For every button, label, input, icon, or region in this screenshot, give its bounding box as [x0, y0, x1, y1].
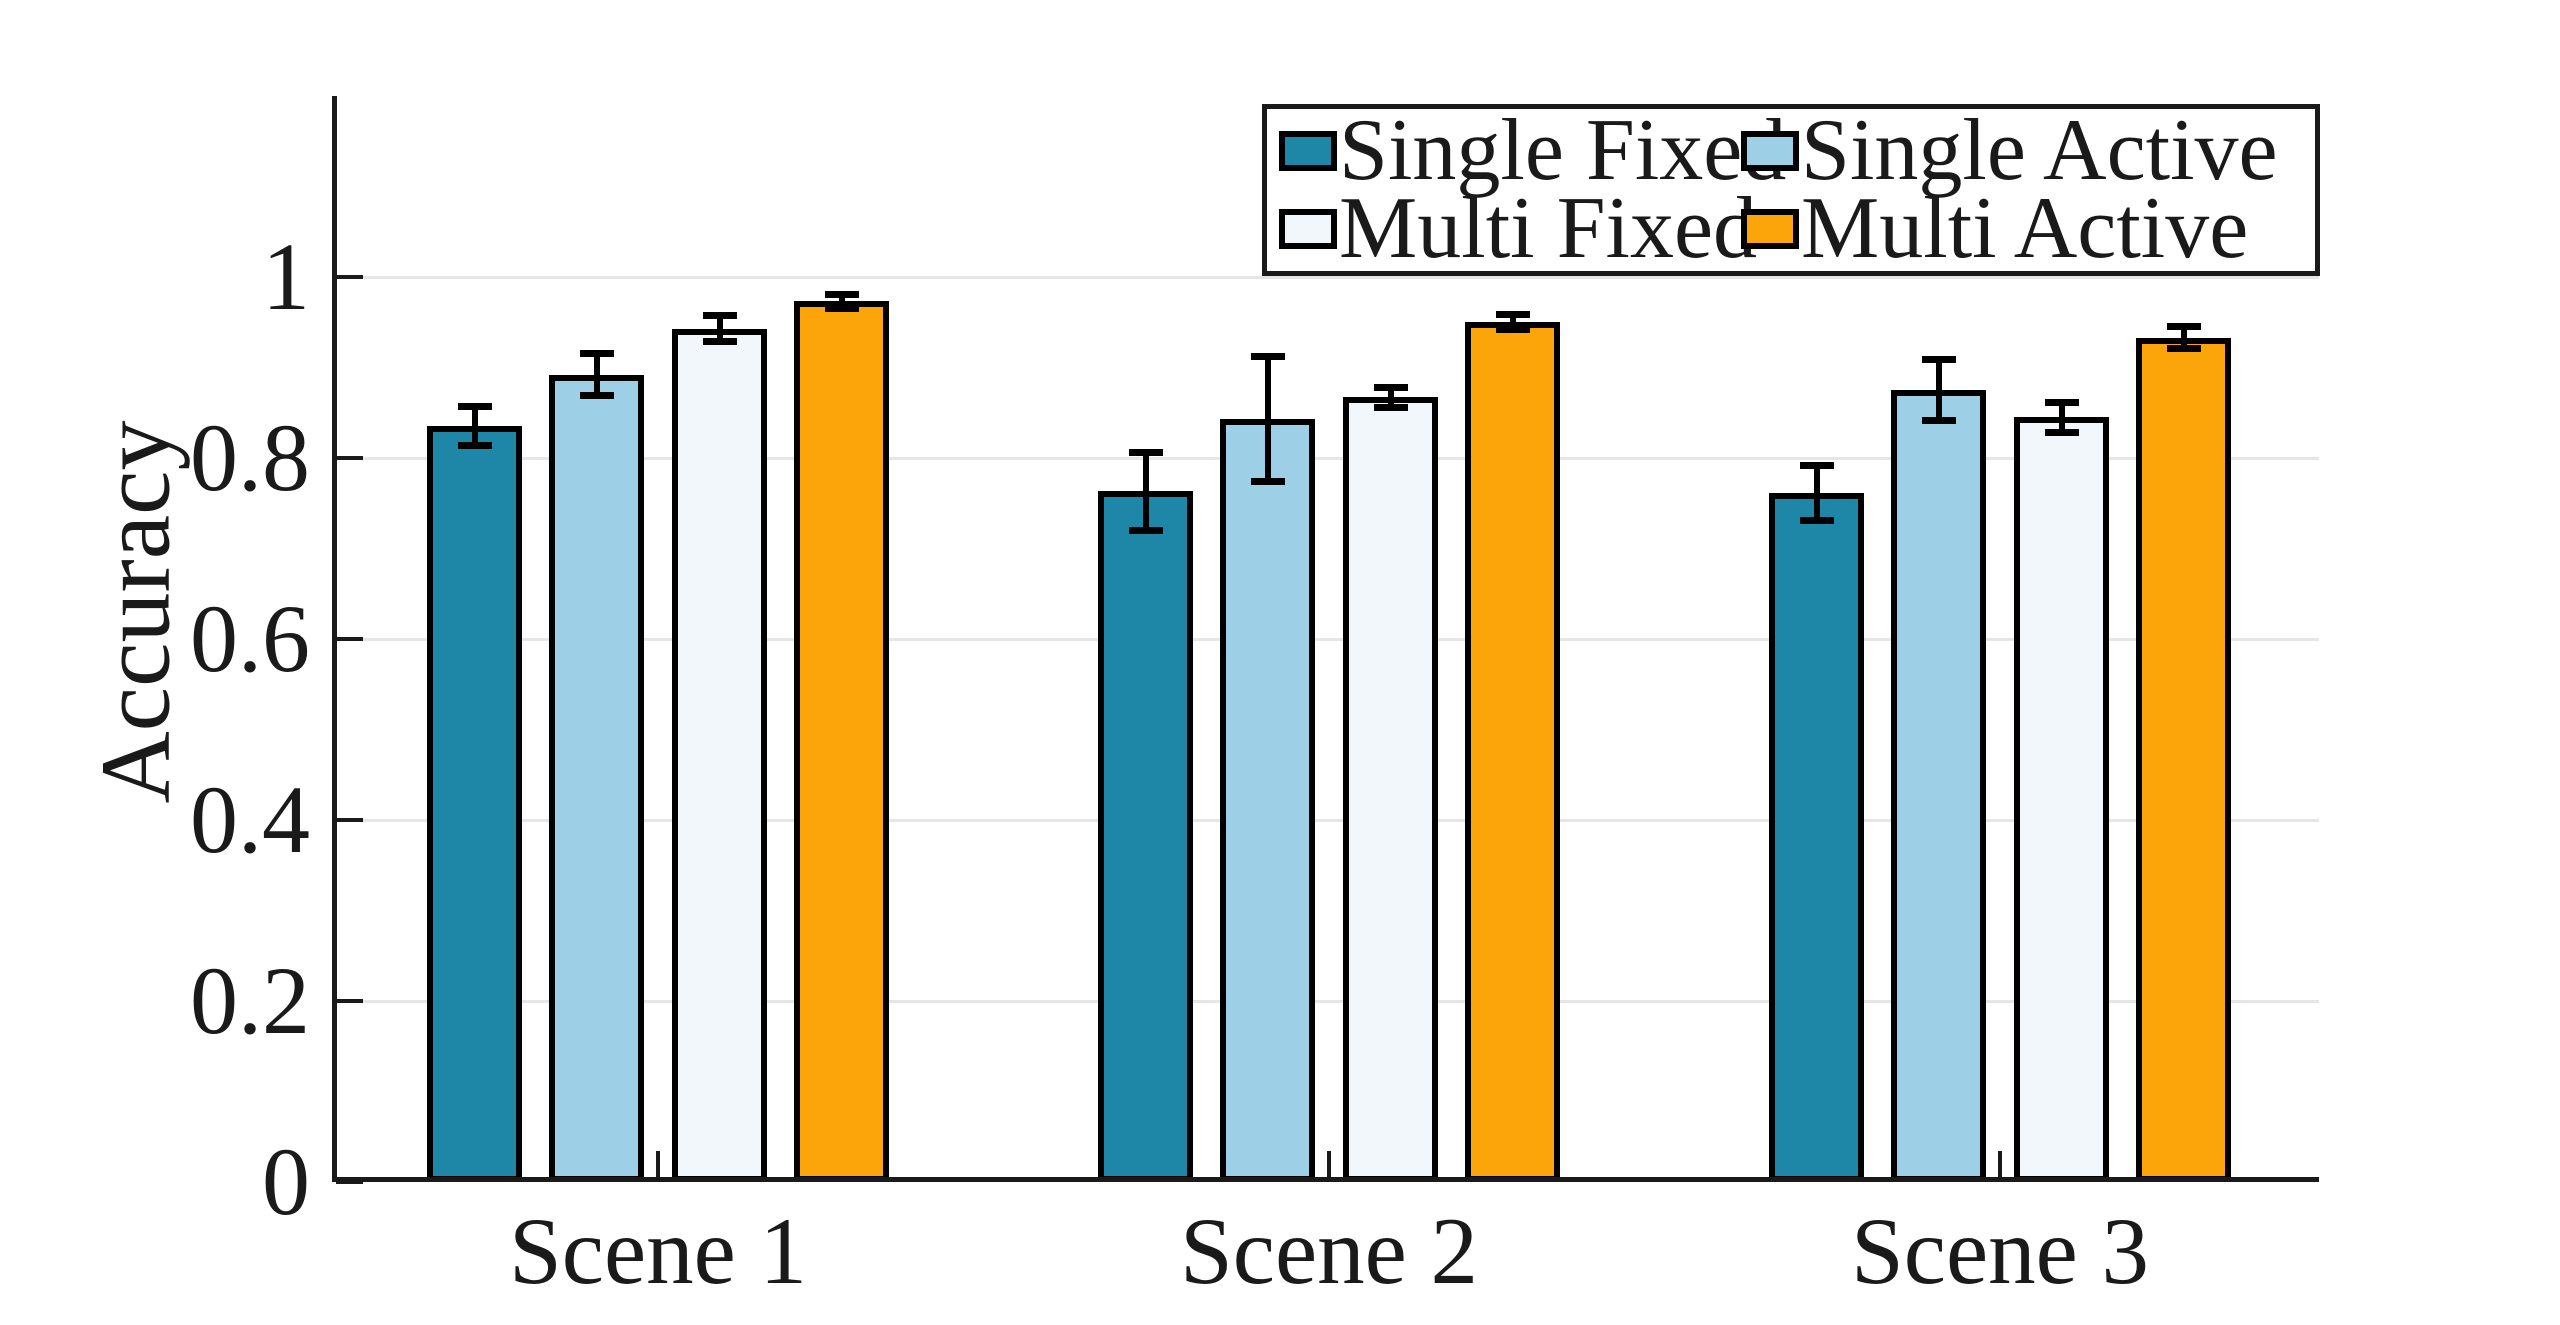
bar-single-active-scene-3 — [1891, 390, 1986, 1182]
error-bar-cap-top — [1373, 383, 1408, 391]
error-bar-multi-active-scene-3 — [2180, 325, 2187, 350]
error-bar-cap-bottom — [579, 392, 614, 400]
legend-swatch-single-active — [1741, 131, 1799, 171]
y-tick-label: 0 — [262, 1128, 310, 1235]
error-bar-single-fixed-scene-2 — [1142, 451, 1149, 532]
error-bar-cap-top — [579, 350, 614, 358]
error-bar-cap-bottom — [2166, 345, 2201, 353]
error-bar-single-active-scene-3 — [1935, 359, 1942, 421]
x-tick-label-scene-3: Scene 3 — [1850, 1198, 2150, 1304]
legend-item-multi-fixed: Multi Fixed — [1279, 185, 1757, 273]
error-bar-cap-top — [457, 403, 492, 411]
error-bar-cap-bottom — [1250, 478, 1285, 486]
y-tick-label: 1 — [262, 223, 310, 330]
y-axis-spine — [332, 96, 337, 1182]
y-tick-mark — [336, 818, 363, 822]
error-bar-cap-bottom — [1921, 416, 1956, 424]
legend-swatch-multi-fixed — [1279, 209, 1337, 249]
error-bar-multi-fixed-scene-1 — [716, 315, 723, 343]
legend-label: Multi Active — [1801, 180, 2249, 277]
y-tick-label: 0.2 — [190, 947, 310, 1054]
error-bar-cap-bottom — [1128, 527, 1163, 535]
x-tick-mark — [1327, 1151, 1331, 1178]
legend-swatch-single-fixed — [1279, 131, 1337, 171]
error-bar-cap-top — [1128, 448, 1163, 456]
error-bar-cap-bottom — [824, 304, 859, 312]
legend-item-single-active: Single Active — [1741, 107, 2315, 195]
y-tick-label: 0.8 — [190, 404, 310, 511]
legend-label: Single Active — [1801, 102, 2278, 199]
y-tick-label: 0.4 — [190, 766, 310, 873]
error-bar-single-fixed-scene-1 — [471, 406, 478, 447]
y-tick-mark — [336, 456, 363, 460]
error-bar-multi-fixed-scene-3 — [2058, 401, 2065, 433]
bar-multi-active-scene-3 — [2136, 337, 2231, 1182]
error-bar-multi-active-scene-1 — [838, 294, 845, 309]
bar-single-fixed-scene-3 — [1769, 493, 1864, 1182]
legend-label: Multi Fixed — [1339, 180, 1758, 277]
error-bar-multi-active-scene-2 — [1509, 314, 1516, 331]
bar-single-fixed-scene-2 — [1098, 491, 1193, 1182]
legend-item-multi-active: Multi Active — [1741, 185, 2315, 273]
error-bar-cap-top — [702, 312, 737, 319]
x-tick-labels: Scene 1 Scene 2 Scene 3 — [332, 1196, 2319, 1316]
gridline — [332, 818, 2319, 822]
error-bar-single-fixed-scene-3 — [1813, 465, 1820, 522]
error-bar-cap-bottom — [1373, 404, 1408, 412]
legend-item-single-fixed: Single Fixed — [1279, 107, 1786, 195]
error-bar-cap-bottom — [457, 442, 492, 450]
bar-multi-fixed-scene-1 — [672, 328, 767, 1182]
bar-single-active-scene-2 — [1220, 419, 1315, 1182]
x-tick-label-scene-1: Scene 1 — [508, 1198, 808, 1304]
y-tick-mark — [336, 637, 363, 641]
gridline — [332, 275, 2319, 279]
x-tick-mark — [656, 1151, 660, 1178]
error-bar-cap-bottom — [1799, 517, 1834, 525]
bar-multi-fixed-scene-2 — [1343, 397, 1438, 1182]
error-bar-single-active-scene-1 — [593, 353, 600, 397]
bar-multi-active-scene-2 — [1465, 322, 1560, 1182]
x-tick-mark — [1998, 1151, 2002, 1178]
error-bar-single-active-scene-2 — [1264, 355, 1271, 483]
error-bar-cap-top — [1250, 352, 1285, 360]
error-bar-cap-top — [1921, 356, 1956, 364]
bar-multi-fixed-scene-3 — [2014, 417, 2109, 1182]
x-tick-label-scene-2: Scene 2 — [1179, 1198, 1479, 1304]
y-tick-mark — [336, 999, 363, 1003]
bar-multi-active-scene-1 — [794, 301, 889, 1182]
error-bar-cap-bottom — [1495, 326, 1530, 334]
gridline — [332, 637, 2319, 641]
error-bar-cap-bottom — [2044, 428, 2079, 436]
error-bar-cap-top — [2166, 322, 2201, 330]
legend-label: Single Fixed — [1339, 102, 1787, 199]
gridline — [332, 456, 2319, 460]
error-bar-cap-bottom — [702, 338, 737, 346]
y-tick-label: 0.6 — [190, 585, 310, 692]
error-bar-cap-top — [2044, 398, 2079, 406]
plot-area — [332, 96, 2319, 1184]
gridline — [332, 999, 2319, 1003]
bar-single-active-scene-1 — [549, 374, 644, 1182]
error-bar-cap-top — [1495, 311, 1530, 319]
y-tick-mark — [336, 275, 363, 279]
x-axis-spine — [332, 1177, 2319, 1182]
error-bar-cap-top — [824, 291, 859, 299]
legend-swatch-multi-active — [1741, 209, 1799, 249]
error-bar-cap-top — [1799, 462, 1834, 470]
legend: Single Fixed Single Active Multi Fixed M… — [1262, 104, 2320, 276]
bar-single-fixed-scene-1 — [427, 426, 522, 1182]
y-tick-mark — [336, 1180, 363, 1184]
y-tick-labels: 1 0.8 0.6 0.4 0.2 0 — [10, 0, 310, 1325]
error-bar-multi-fixed-scene-2 — [1387, 386, 1394, 409]
